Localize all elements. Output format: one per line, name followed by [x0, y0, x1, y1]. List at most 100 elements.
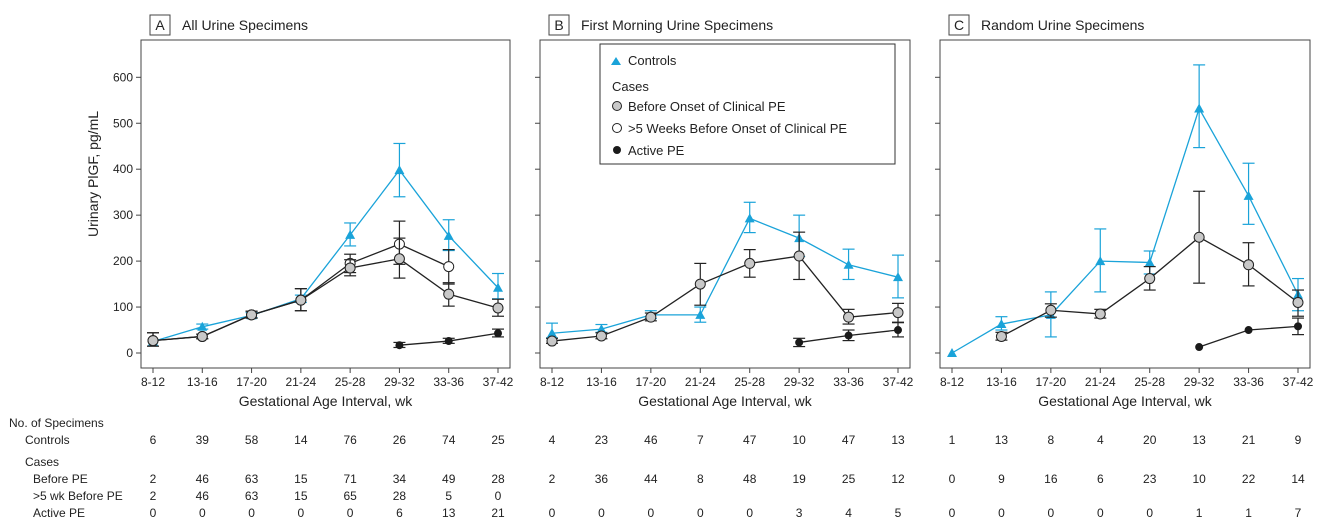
data-point-before — [196, 330, 208, 342]
count-cell-before: 28 — [491, 472, 505, 486]
count-cell-before: 44 — [644, 472, 658, 486]
data-point-before — [344, 262, 356, 274]
data-point-gt5 — [443, 261, 455, 273]
y-axis-label: Urinary PlGF, pg/mL — [85, 111, 101, 237]
panel-a: 0 100 200 300 400 500 600 8-12 13-16 17-20 21-24 25… — [113, 14, 514, 409]
data-point-active — [444, 337, 453, 346]
panel-letter: B — [554, 17, 563, 33]
count-cell-active: 0 — [1097, 506, 1104, 520]
count-cell-active: 0 — [1048, 506, 1055, 520]
plot-frame — [539, 39, 911, 369]
data-point-before — [843, 311, 855, 323]
count-cell-before: 36 — [595, 472, 609, 486]
count-cell-controls: 26 — [393, 433, 407, 447]
y-tick-label: 0 — [126, 346, 133, 360]
count-cell-active: 1 — [1196, 506, 1203, 520]
table-heading: No. of Specimens — [9, 416, 104, 430]
panel-letter: C — [954, 17, 964, 33]
data-point-before — [1243, 259, 1255, 271]
data-point-before — [546, 335, 558, 347]
count-cell-gt5: 46 — [196, 489, 210, 503]
y-tick-label: 200 — [113, 254, 133, 268]
x-tick-label: 29-32 — [384, 375, 415, 389]
count-cell-controls: 76 — [343, 433, 357, 447]
series-line-controls — [951, 106, 1299, 354]
data-point-controls — [893, 272, 903, 282]
count-cell-controls: 47 — [743, 433, 757, 447]
data-point-before — [1292, 296, 1304, 308]
count-cell-before: 12 — [891, 472, 905, 486]
y-tick-label: 500 — [113, 116, 133, 130]
count-cell-controls: 46 — [644, 433, 658, 447]
x-tick-label: 29-32 — [1184, 375, 1215, 389]
x-tick-label: 13-16 — [586, 375, 617, 389]
data-point-controls — [695, 309, 706, 319]
legend-marker-before — [612, 101, 622, 111]
count-cell-active: 7 — [1295, 506, 1302, 520]
panel-title: Random Urine Specimens — [981, 17, 1144, 33]
data-point-controls — [394, 165, 405, 175]
count-cell-active: 6 — [396, 506, 403, 520]
count-cell-gt5: 63 — [245, 489, 259, 503]
count-cell-active: 21 — [491, 506, 505, 520]
data-point-before — [645, 311, 657, 323]
data-point-before — [1144, 273, 1156, 285]
legend-label-before: Before Onset of Clinical PE — [628, 99, 786, 114]
count-cell-active: 0 — [697, 506, 704, 520]
plot-frame — [939, 39, 1311, 369]
data-point-before — [892, 307, 904, 319]
series-line-controls — [152, 169, 499, 343]
count-cell-controls: 74 — [442, 433, 456, 447]
data-point-controls — [596, 324, 607, 334]
data-point-before — [793, 250, 805, 262]
series-line-before — [152, 258, 499, 342]
count-cell-controls: 6 — [150, 433, 157, 447]
panel-letter-box — [548, 14, 570, 36]
count-cell-controls: 47 — [842, 433, 856, 447]
count-cell-controls: 13 — [1192, 433, 1206, 447]
panel-c: 8-12 13-16 17-20 21-24 25-28 29-32 33-36 37-42 G… — [935, 14, 1314, 409]
y-tick-label: 600 — [113, 70, 133, 84]
legend-header-cases: Cases — [612, 79, 649, 94]
x-tick-label: 37-42 — [483, 375, 514, 389]
data-point-controls — [947, 348, 957, 357]
count-cell-active: 0 — [298, 506, 305, 520]
series-active — [393, 328, 504, 350]
panel-letter-box — [149, 14, 171, 36]
count-cell-controls: 25 — [491, 433, 505, 447]
data-point-active — [494, 329, 502, 338]
x-tick-label: 13-16 — [187, 375, 218, 389]
legend-label-active: Active PE — [628, 143, 685, 158]
legend-marker-gt5 — [612, 123, 622, 133]
panel-b: 8-12 13-16 17-20 21-24 25-28 29-32 33-36 37-42 G… — [535, 14, 914, 409]
count-cell-active: 4 — [845, 506, 852, 520]
count-cell-controls: 23 — [595, 433, 609, 447]
series-before — [995, 190, 1304, 342]
count-cell-gt5: 5 — [445, 489, 452, 503]
count-cell-controls: 7 — [697, 433, 704, 447]
data-point-controls — [1243, 190, 1254, 200]
x-axis-label: Gestational Age Interval, wk — [638, 393, 813, 409]
data-point-active — [1244, 326, 1253, 335]
x-axis-label: Gestational Age Interval, wk — [1038, 393, 1213, 409]
x-tick-label: 17-20 — [1036, 375, 1067, 389]
count-cell-active: 0 — [598, 506, 605, 520]
x-tick-label: 8-12 — [141, 375, 165, 389]
count-cell-gt5: 2 — [150, 489, 157, 503]
series-controls — [947, 64, 1304, 357]
x-tick-label: 25-28 — [1134, 375, 1165, 389]
legend-label-gt5: >5 Weeks Before Onset of Clinical PE — [628, 121, 847, 136]
series-controls — [148, 142, 504, 346]
count-cell-before: 9 — [998, 472, 1005, 486]
data-point-before — [995, 330, 1007, 342]
count-cell-active: 0 — [949, 506, 956, 520]
x-tick-label: 33-36 — [833, 375, 864, 389]
count-cell-controls: 8 — [1048, 433, 1055, 447]
count-cell-controls: 20 — [1143, 433, 1157, 447]
count-cell-active: 5 — [895, 506, 902, 520]
count-cell-controls: 1 — [949, 433, 956, 447]
count-cell-gt5: 28 — [393, 489, 407, 503]
x-tick-label: 21-24 — [286, 375, 317, 389]
count-cell-active: 0 — [648, 506, 655, 520]
